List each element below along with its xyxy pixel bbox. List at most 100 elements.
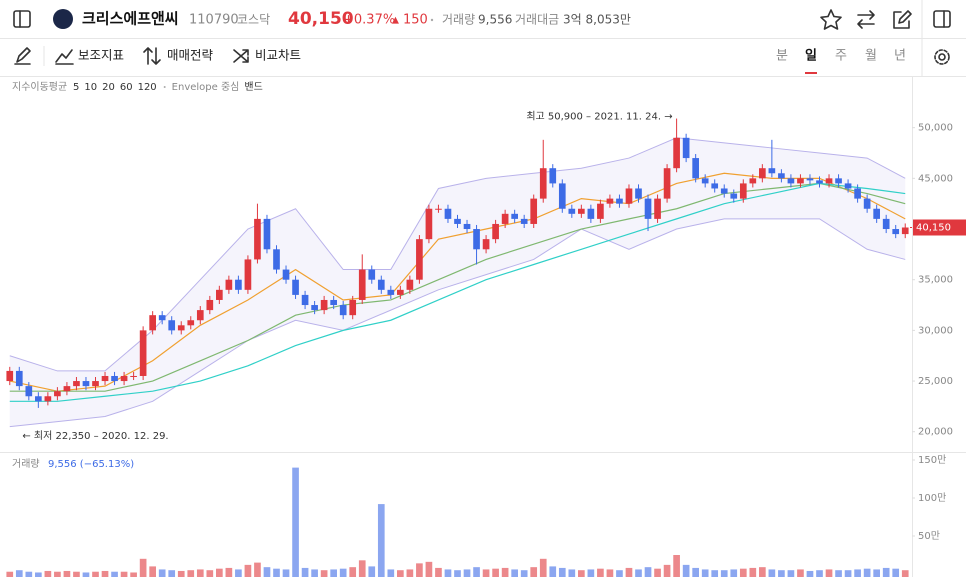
tool-label: 비교차트	[255, 48, 301, 63]
candle-body	[654, 198, 661, 219]
candle-body	[511, 213, 518, 219]
candle-body	[82, 381, 90, 387]
volume-bar	[844, 570, 852, 577]
candle-body	[282, 269, 290, 280]
candle-body	[120, 375, 128, 382]
candle-body	[749, 178, 757, 184]
tool-label: 매매전략	[167, 48, 214, 63]
candle-body	[444, 208, 452, 219]
legend-item: 120	[138, 82, 157, 93]
candle-body	[406, 279, 414, 290]
volume-bar	[263, 567, 271, 577]
settings-button[interactable]	[934, 49, 950, 65]
candle-body	[235, 279, 242, 290]
volume-bar	[901, 570, 909, 577]
volume-bar	[158, 569, 166, 577]
volume-bar	[320, 570, 328, 577]
candle-body	[530, 198, 538, 224]
period-tab[interactable]: 월	[865, 49, 877, 64]
volume-bar	[482, 569, 490, 577]
candle-body	[787, 178, 795, 184]
last-price-label: 40,150	[916, 222, 951, 233]
volume-bar	[720, 570, 728, 577]
candle-body	[35, 396, 42, 402]
volume-bar	[282, 569, 290, 577]
volume-bar	[739, 568, 747, 577]
edit-button[interactable]	[893, 10, 912, 29]
volume-tick-label: 50만	[918, 530, 940, 542]
volume-bar	[816, 570, 823, 577]
volume-bar	[35, 572, 42, 577]
candle-body	[759, 168, 766, 179]
y-tick-label: 45,000	[918, 173, 953, 184]
volume-bar	[139, 558, 147, 577]
period-tab[interactable]: 년	[894, 49, 906, 64]
volume-bar	[387, 569, 395, 577]
candle-body	[254, 218, 261, 260]
volume-tick-label: 150만	[918, 454, 946, 466]
legend-title: 지수이동평균	[12, 81, 67, 93]
volume-bar	[578, 570, 585, 577]
candle-body	[835, 178, 842, 184]
logo	[53, 9, 73, 29]
legend-item: 10	[84, 82, 97, 93]
volume-bar	[473, 567, 480, 577]
period-tab[interactable]: 분	[776, 49, 788, 64]
volume-bar	[168, 570, 176, 577]
volume-bar	[92, 571, 99, 577]
volume-tick-label: 100만	[918, 492, 946, 504]
volume-summary: 9,556 (−65.13%)	[48, 459, 134, 470]
volume-bar	[558, 567, 566, 577]
volume-bar	[539, 558, 547, 577]
candle-body	[339, 305, 347, 316]
volume-bar	[25, 571, 33, 577]
candle-body	[778, 173, 785, 179]
candle-body	[635, 188, 642, 199]
draw-button[interactable]	[14, 47, 31, 65]
volume-bar	[358, 560, 366, 577]
volume-bar	[330, 569, 337, 577]
favorite-button[interactable]	[820, 9, 842, 30]
volume-bar	[435, 567, 442, 577]
candle-body	[844, 183, 852, 189]
envelope-lower	[9, 218, 906, 428]
price: 40,150	[288, 9, 354, 29]
candle-body	[435, 208, 442, 210]
switch-button[interactable]	[857, 10, 875, 29]
envelope-area	[9, 137, 906, 427]
volume-bar	[654, 568, 661, 577]
header-bg	[0, 0, 966, 38]
candle-body	[73, 381, 80, 387]
panel-button[interactable]	[933, 10, 951, 28]
candle-body	[111, 375, 118, 382]
candle-body	[416, 239, 423, 280]
candle-body	[482, 239, 490, 250]
volume-bar	[635, 569, 642, 577]
y-tick-label: 25,000	[918, 376, 953, 387]
volume-bar	[416, 563, 423, 577]
active-underline	[805, 72, 817, 74]
candle-body	[616, 198, 623, 204]
volume-bar	[625, 567, 633, 577]
legend-band: 밴드	[244, 81, 262, 93]
candle-body	[158, 315, 166, 321]
volume-bar	[873, 569, 880, 577]
volume-bar	[15, 570, 23, 577]
indicator-button[interactable]: 보조지표	[55, 48, 124, 65]
volume-bar	[454, 570, 461, 577]
volume-bar	[616, 570, 623, 577]
strategy-button[interactable]: 매매전략	[143, 47, 214, 65]
period-tab[interactable]: 일	[805, 49, 817, 64]
volume-bar	[216, 568, 223, 577]
candle-body	[15, 370, 23, 387]
volume-bar	[368, 566, 376, 577]
compare-button[interactable]: 비교차트	[233, 48, 301, 63]
change-rate: +0.37%	[343, 13, 395, 28]
volume-bar	[196, 569, 204, 577]
ma-line	[9, 182, 906, 402]
period-tab[interactable]: 주	[835, 49, 847, 64]
volume-bar	[82, 572, 90, 577]
candle-body	[692, 158, 699, 179]
sidebar-button[interactable]	[13, 10, 31, 28]
